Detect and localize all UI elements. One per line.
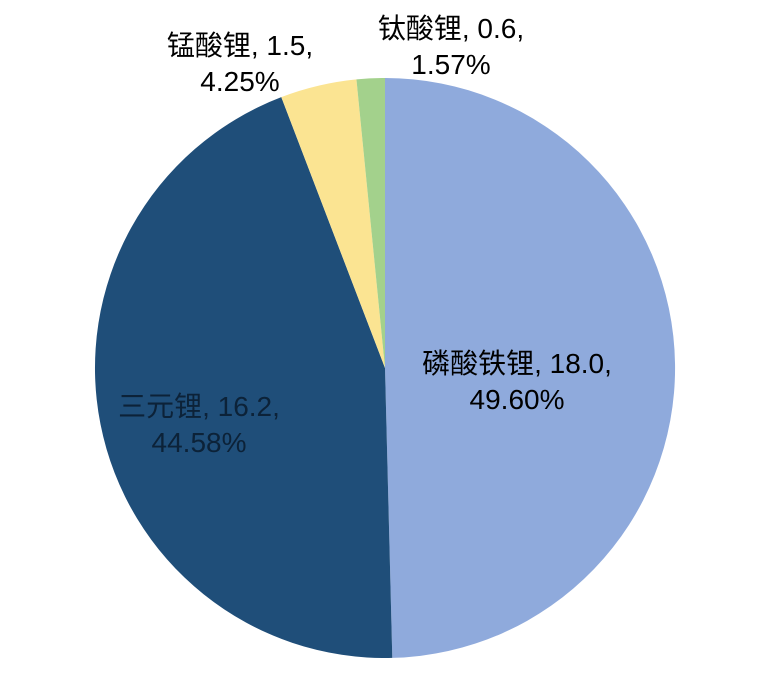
- pie-slice-3: [281, 79, 385, 368]
- pie-slice-1: [385, 77, 676, 658]
- pie-slice-2: [94, 97, 393, 659]
- pie-slice-4: [356, 78, 385, 368]
